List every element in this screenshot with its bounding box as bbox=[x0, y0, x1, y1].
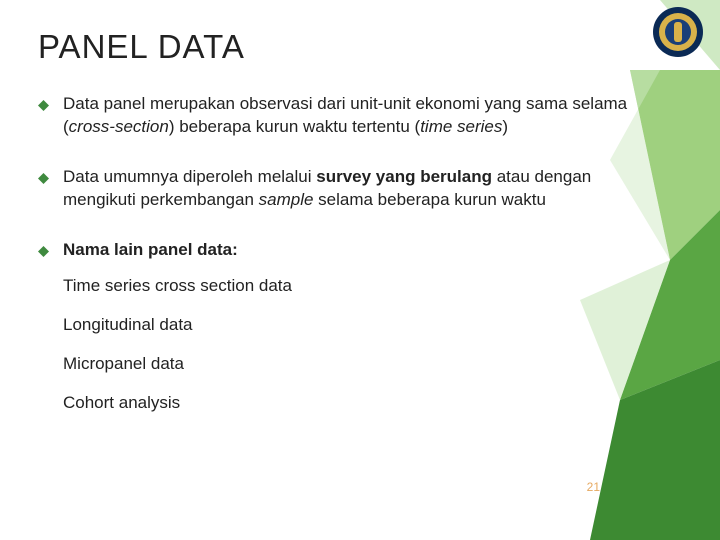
slide-title: PANEL DATA bbox=[38, 28, 660, 66]
diamond-bullet-icon bbox=[38, 171, 49, 189]
sub-item: Micropanel data bbox=[63, 353, 292, 376]
page-number: 21 bbox=[587, 480, 600, 494]
diamond-bullet-icon bbox=[38, 98, 49, 116]
sub-item: Cohort analysis bbox=[63, 392, 292, 415]
bullet-text: Nama lain panel data: Time series cross … bbox=[63, 238, 292, 431]
sub-item: Longitudinal data bbox=[63, 314, 292, 337]
bullet-item: Data umumnya diperoleh melalui survey ya… bbox=[38, 165, 660, 212]
sub-item-list: Time series cross section data Longitudin… bbox=[63, 275, 292, 415]
diamond-bullet-icon bbox=[38, 244, 49, 262]
bullet-item: Nama lain panel data: Time series cross … bbox=[38, 238, 660, 431]
bullet-text: Data umumnya diperoleh melalui survey ya… bbox=[63, 165, 660, 212]
bullet-list: Data panel merupakan observasi dari unit… bbox=[38, 92, 660, 431]
sub-item: Time series cross section data bbox=[63, 275, 292, 298]
bullet-item: Data panel merupakan observasi dari unit… bbox=[38, 92, 660, 139]
bullet-text: Data panel merupakan observasi dari unit… bbox=[63, 92, 660, 139]
